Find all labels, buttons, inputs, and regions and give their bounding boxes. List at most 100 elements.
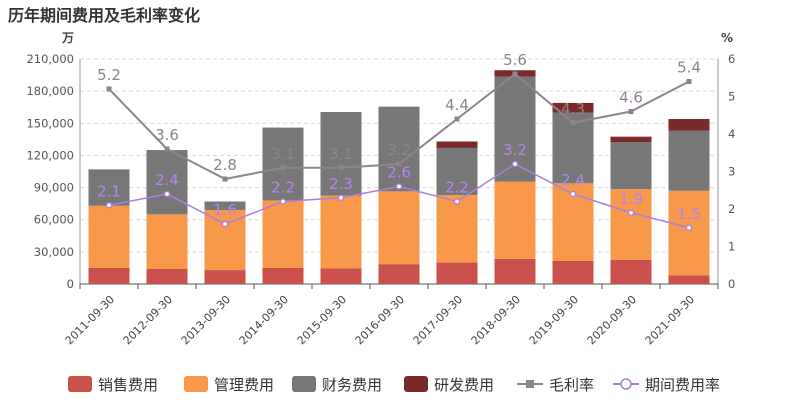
data-label-期间费用率: 2.1 xyxy=(97,182,121,200)
data-label-期间费用率: 2.6 xyxy=(387,164,411,182)
data-label-期间费用率: 3.2 xyxy=(503,141,527,159)
y-left-tick-label: 210,000 xyxy=(26,52,74,66)
legend-label-期间费用率: 期间费用率 xyxy=(645,376,720,394)
x-tick-label: 2018-09-30 xyxy=(469,293,523,347)
point-期间费用率 xyxy=(453,198,461,205)
y-left-tick-label: 180,000 xyxy=(26,84,74,98)
chart-title: 历年期间费用及毛利率变化 xyxy=(8,6,201,25)
bar-研发费用 xyxy=(668,119,710,131)
y-right-tick-label: 2 xyxy=(728,202,735,216)
point-毛利率 xyxy=(396,161,402,167)
bar-销售费用 xyxy=(494,258,536,284)
point-期间费用率 xyxy=(685,224,693,231)
bar-管理费用 xyxy=(668,190,710,276)
data-label-期间费用率: 1.5 xyxy=(677,205,701,223)
bar-管理费用 xyxy=(88,205,130,268)
data-label-期间费用率: 2.2 xyxy=(271,179,295,197)
legend-marker-毛利率 xyxy=(526,380,534,388)
bar-财务费用 xyxy=(668,130,710,191)
y-right-tick-label: 4 xyxy=(728,127,735,141)
point-毛利率 xyxy=(454,116,460,122)
y-left-tick-label: 60,000 xyxy=(34,213,74,227)
bar-销售费用 xyxy=(668,275,710,284)
x-tick-label: 2016-09-30 xyxy=(353,293,407,347)
bar-财务费用 xyxy=(204,201,246,211)
data-labels: 5.2 3.6 2.8 3.1 3.1 3.2 4.4 5.6 4.3 4.6 5.4 2.1 2.4 1… xyxy=(97,51,701,223)
bar-财务费用 xyxy=(610,142,652,190)
data-label-毛利率: 3.1 xyxy=(271,145,295,163)
bar-财务费用 xyxy=(88,169,130,206)
point-毛利率 xyxy=(686,79,692,84)
bar-管理费用 xyxy=(610,189,652,260)
x-tick-label: 2019-09-30 xyxy=(527,293,581,347)
point-毛利率 xyxy=(280,165,286,171)
y-left-unit: 万 xyxy=(61,31,74,45)
bar-销售费用 xyxy=(378,264,420,284)
y-right-tick-label: 5 xyxy=(728,90,735,104)
point-毛利率 xyxy=(570,120,576,126)
data-label-期间费用率: 1.9 xyxy=(619,190,643,208)
legend-label-毛利率: 毛利率 xyxy=(549,376,594,394)
data-label-毛利率: 3.6 xyxy=(155,126,179,144)
y-left-tick-label: 0 xyxy=(67,277,74,291)
x-tick-label: 2011-09-30 xyxy=(63,293,117,347)
legend-swatch-财务费用 xyxy=(292,376,316,392)
point-期间费用率 xyxy=(395,183,403,190)
x-tick-label: 2015-09-30 xyxy=(295,293,349,347)
data-label-毛利率: 3.1 xyxy=(329,145,353,163)
legend-label-销售费用: 销售费用 xyxy=(98,376,158,394)
legend-swatch-研发费用 xyxy=(404,376,428,392)
bar-销售费用 xyxy=(146,269,188,284)
bar-销售费用 xyxy=(320,268,362,284)
legend-swatch-管理费用 xyxy=(184,376,208,392)
bars xyxy=(88,70,710,284)
point-期间费用率 xyxy=(221,220,229,228)
point-毛利率 xyxy=(222,176,228,182)
point-毛利率 xyxy=(628,109,634,114)
data-label-毛利率: 3.2 xyxy=(387,141,411,159)
point-毛利率 xyxy=(338,165,344,171)
bar-管理费用 xyxy=(262,200,304,268)
y-right-tick-label: 1 xyxy=(728,240,735,254)
data-label-毛利率: 2.8 xyxy=(213,156,237,174)
bar-管理费用 xyxy=(320,195,362,269)
y-left-tick-label: 30,000 xyxy=(34,245,74,259)
y-left-tick-label: 90,000 xyxy=(34,181,74,195)
bar-研发费用 xyxy=(436,141,478,148)
point-期间费用率 xyxy=(337,194,345,201)
y-left-tick-label: 150,000 xyxy=(26,116,74,130)
bar-研发费用 xyxy=(552,102,594,113)
bar-销售费用 xyxy=(610,259,652,284)
bar-财务费用 xyxy=(262,127,304,201)
bar-销售费用 xyxy=(204,270,246,284)
point-期间费用率 xyxy=(163,190,171,198)
y-right-tick-label: 0 xyxy=(728,277,735,291)
legend-label-管理费用: 管理费用 xyxy=(214,376,274,394)
point-期间费用率 xyxy=(569,190,577,198)
data-label-期间费用率: 1.6 xyxy=(213,201,237,219)
point-毛利率 xyxy=(512,71,518,77)
data-label-期间费用率: 2.4 xyxy=(561,171,585,189)
bar-财务费用 xyxy=(320,112,362,196)
lines xyxy=(105,71,693,231)
bar-管理费用 xyxy=(436,195,478,263)
x-tick-label: 2013-09-30 xyxy=(179,293,233,347)
bar-管理费用 xyxy=(378,191,420,265)
legend-marker-期间费用率 xyxy=(620,378,632,390)
data-label-毛利率: 4.6 xyxy=(619,89,643,107)
data-label-期间费用率: 2.2 xyxy=(445,179,469,197)
bar-销售费用 xyxy=(436,262,478,284)
bar-财务费用 xyxy=(436,147,478,196)
bar-管理费用 xyxy=(494,181,536,259)
point-期间费用率 xyxy=(279,198,287,205)
data-label-毛利率: 5.4 xyxy=(677,59,701,77)
point-毛利率 xyxy=(106,86,112,92)
data-label-期间费用率: 2.4 xyxy=(155,171,179,189)
x-tick-label: 2014-09-30 xyxy=(237,293,291,347)
legend-swatch-销售费用 xyxy=(68,376,92,392)
point-期间费用率 xyxy=(627,209,635,216)
data-label-毛利率: 4.4 xyxy=(445,96,469,114)
bar-财务费用 xyxy=(378,106,420,192)
point-期间费用率 xyxy=(105,202,113,209)
